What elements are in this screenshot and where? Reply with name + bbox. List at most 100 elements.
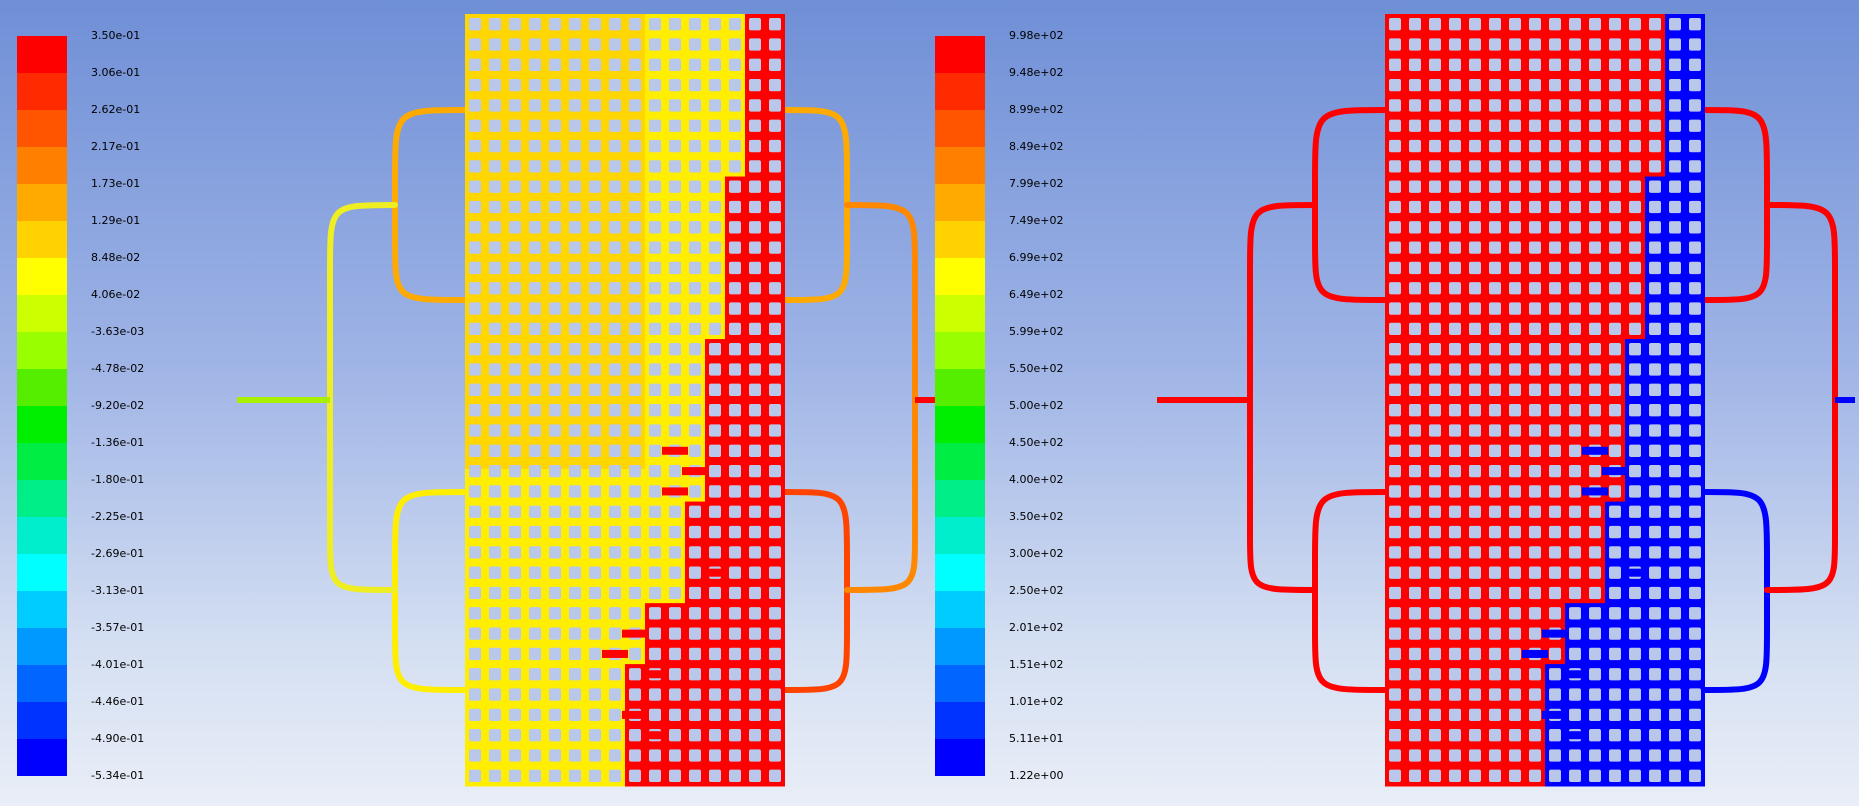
pillar: [609, 18, 621, 31]
outlet-branch-lower: [782, 489, 850, 693]
pillar: [669, 38, 681, 51]
legend-swatch: [17, 36, 67, 73]
pillar: [1549, 99, 1561, 112]
pillar: [709, 627, 721, 640]
pillar: [509, 668, 521, 681]
pillar: [1469, 464, 1481, 478]
pillar: [709, 302, 721, 315]
pillar: [1429, 668, 1441, 681]
pillar: [1549, 363, 1561, 376]
pillar: [1529, 180, 1541, 193]
pillar: [469, 302, 481, 315]
flow-field-cell: [1385, 440, 1625, 462]
pillar: [509, 322, 521, 336]
pillar: [1489, 566, 1501, 579]
interface-finger: [1582, 446, 1608, 455]
pillar: [729, 139, 741, 153]
pillar: [1629, 688, 1641, 701]
pillar: [1649, 566, 1661, 579]
legend-label: 9.48e+02: [1009, 66, 1064, 79]
pillar: [509, 18, 521, 31]
pillar: [1569, 505, 1581, 518]
pillar: [1569, 769, 1581, 782]
pillar: [589, 261, 601, 275]
pillar: [649, 38, 661, 51]
pillar: [689, 444, 701, 457]
pillar: [629, 607, 641, 620]
pillar: [469, 505, 481, 518]
pillar: [1549, 566, 1561, 579]
pillar: [549, 58, 561, 71]
pillar: [589, 729, 601, 742]
pillar: [1489, 221, 1501, 234]
pillar: [1649, 647, 1661, 661]
pillar: [1609, 139, 1621, 153]
pillar: [649, 241, 661, 254]
pillar: [469, 525, 481, 539]
legend-label: -3.63e-03: [91, 325, 145, 338]
pillar: [1589, 404, 1601, 417]
pillar: [1429, 749, 1441, 762]
pillar: [489, 363, 501, 376]
pillar: [1509, 668, 1521, 681]
pillar: [1549, 119, 1561, 132]
pillar: [589, 282, 601, 295]
legend-label: -9.20e-02: [91, 399, 145, 412]
pillar: [649, 464, 661, 478]
outlet-branch-upper: [1702, 107, 1770, 303]
legend-swatch: [935, 369, 985, 406]
pillar: [1529, 586, 1541, 600]
pillar: [749, 383, 761, 396]
pillar: [749, 749, 761, 762]
pillar: [609, 58, 621, 71]
flow-field-cell: [1385, 379, 1625, 401]
pillar: [1529, 200, 1541, 214]
pillar: [1489, 282, 1501, 295]
legend-label: 1.51e+02: [1009, 658, 1064, 671]
pillar: [749, 647, 761, 661]
pillar: [669, 99, 681, 112]
flow-field-cell: [1385, 745, 1545, 767]
pillar: [569, 363, 581, 376]
pillar: [1669, 464, 1681, 478]
pillar: [1409, 78, 1421, 92]
pillar: [1689, 282, 1701, 295]
pillar: [689, 729, 701, 742]
pillar: [1549, 38, 1561, 51]
pillar: [1669, 505, 1681, 518]
pillar: [569, 58, 581, 71]
pillar: [569, 18, 581, 31]
pillar: [1529, 668, 1541, 681]
pillar: [729, 546, 741, 559]
pillar: [1629, 729, 1641, 742]
pillar: [1649, 343, 1661, 356]
pillar: [469, 749, 481, 762]
pillar: [1389, 38, 1401, 51]
pillar: [569, 749, 581, 762]
pillar: [1449, 221, 1461, 234]
pillar: [1469, 668, 1481, 681]
pillar: [749, 546, 761, 559]
pillar: [1689, 708, 1701, 722]
pillar: [1389, 363, 1401, 376]
pillar: [1469, 586, 1481, 600]
pillar: [629, 688, 641, 701]
pillar: [1689, 546, 1701, 559]
pillar: [1389, 119, 1401, 132]
flow-field-cell: [705, 339, 785, 360]
pillar: [749, 282, 761, 295]
pillar: [1669, 769, 1681, 782]
pillar: [729, 160, 741, 173]
pillar: [1549, 444, 1561, 457]
pillar: [529, 38, 541, 51]
pillar: [1409, 139, 1421, 153]
pillar: [1429, 343, 1441, 356]
pillar: [609, 627, 621, 640]
pillar: [1689, 769, 1701, 782]
pillar: [1409, 322, 1421, 336]
pillar: [689, 200, 701, 214]
pillar: [1389, 322, 1401, 336]
pillar: [1469, 221, 1481, 234]
pillar: [1669, 383, 1681, 396]
pillar: [609, 363, 621, 376]
